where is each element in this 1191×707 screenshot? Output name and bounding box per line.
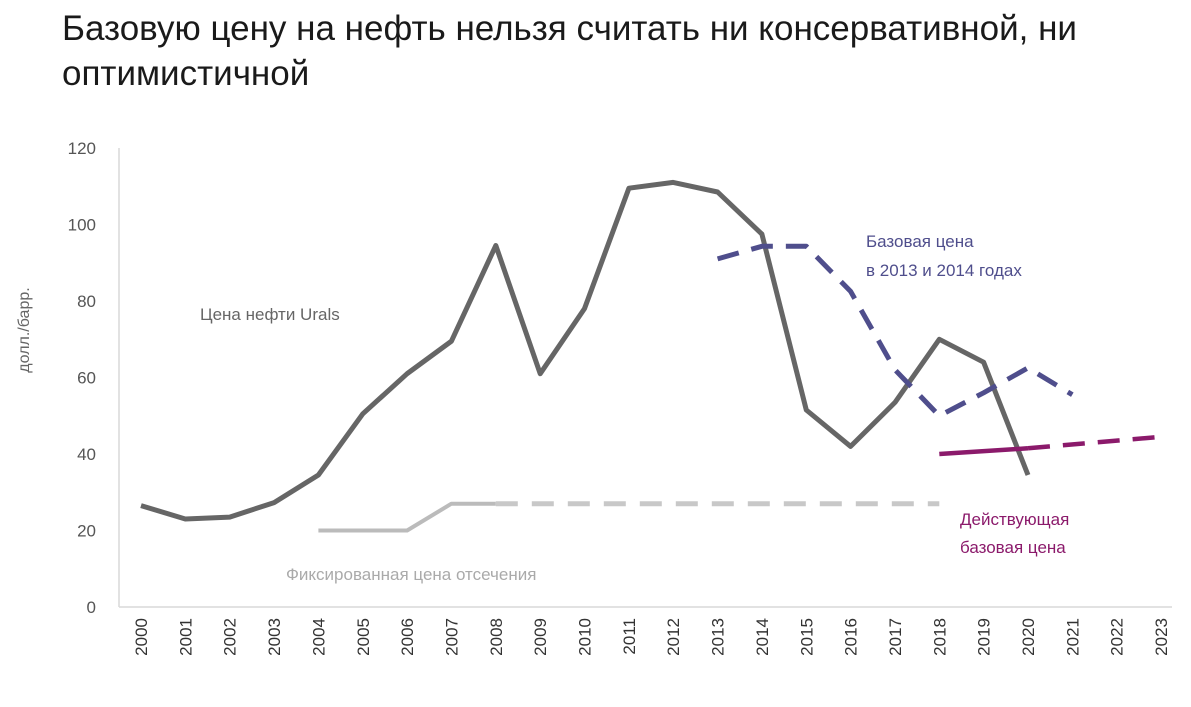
y-tick-labels: 0 20 40 60 80 100 120 xyxy=(68,139,96,617)
x-tick-label: 2009 xyxy=(531,618,550,656)
x-tick-label: 2001 xyxy=(176,618,195,656)
current-base-label-line: Действующая xyxy=(960,510,1069,529)
x-tick-label: 2004 xyxy=(309,618,328,656)
x-tick-label: 2007 xyxy=(442,618,461,656)
current-base-dashed-line xyxy=(1027,434,1162,451)
x-tick-label: 2016 xyxy=(842,618,861,656)
x-tick-label: 2018 xyxy=(930,618,949,656)
y-tick-label: 100 xyxy=(68,216,96,235)
x-tick-label: 2013 xyxy=(709,618,728,656)
y-tick-label: 120 xyxy=(68,139,96,158)
x-tick-label: 2010 xyxy=(576,618,595,656)
current-base-label-line: базовая цена xyxy=(960,538,1066,557)
cutoff-fixed-solid-line xyxy=(318,501,496,533)
base-2013-2014-label-line: Базовая цена xyxy=(866,232,974,251)
y-tick-label: 40 xyxy=(77,445,96,464)
x-tick-label: 2008 xyxy=(487,618,506,656)
x-tick-label: 2020 xyxy=(1019,618,1038,656)
current-base-solid-line xyxy=(939,446,1029,457)
y-tick-label: 0 xyxy=(87,598,96,617)
series-layer xyxy=(140,179,1162,533)
y-axis-title: долл./барр. xyxy=(16,287,33,372)
x-tick-label: 2021 xyxy=(1063,618,1082,656)
annotations-layer: Цена нефти Urals Фиксированная цена отсеч… xyxy=(200,232,1069,584)
x-tick-label: 2015 xyxy=(797,618,816,656)
page-title: Базовую цену на нефть нельзя считать ни … xyxy=(62,9,1077,93)
x-tick-label: 2017 xyxy=(886,618,905,656)
x-tick-label: 2005 xyxy=(354,618,373,656)
y-tick-label: 20 xyxy=(77,522,96,541)
y-tick-label: 80 xyxy=(77,292,96,311)
current-base-label: Действующая базовая цена xyxy=(960,510,1069,557)
x-tick-label: 2002 xyxy=(221,618,240,656)
x-tick-label: 2019 xyxy=(975,618,994,656)
cutoff-price-label: Фиксированная цена отсечения xyxy=(286,565,536,584)
urals-line xyxy=(140,179,1031,522)
x-tick-label: 2014 xyxy=(753,618,772,656)
x-tick-label: 2023 xyxy=(1152,618,1171,656)
base-2013-2014-label: Базовая цена в 2013 и 2014 годах xyxy=(866,232,1022,280)
x-tick-label: 2012 xyxy=(664,618,683,656)
x-tick-label: 2000 xyxy=(132,618,151,656)
urals-label-line: Цена нефти Urals xyxy=(200,305,340,324)
base-2013-2014-label-line: в 2013 и 2014 годах xyxy=(866,261,1022,280)
x-tick-label: 2022 xyxy=(1108,618,1127,656)
x-tick-labels: 2000 2001 2002 2003 2004 2005 2006 2007 2008 2009… xyxy=(132,618,1171,656)
x-tick-label: 2003 xyxy=(265,618,284,656)
x-tick-label: 2011 xyxy=(620,618,639,655)
y-tick-label: 60 xyxy=(77,369,96,388)
x-tick-label: 2006 xyxy=(398,618,417,656)
urals-label: Цена нефти Urals xyxy=(200,305,340,324)
base-2013-2014-dashed-line xyxy=(716,243,1074,419)
cutoff-price-label-line: Фиксированная цена отсечения xyxy=(286,565,536,584)
